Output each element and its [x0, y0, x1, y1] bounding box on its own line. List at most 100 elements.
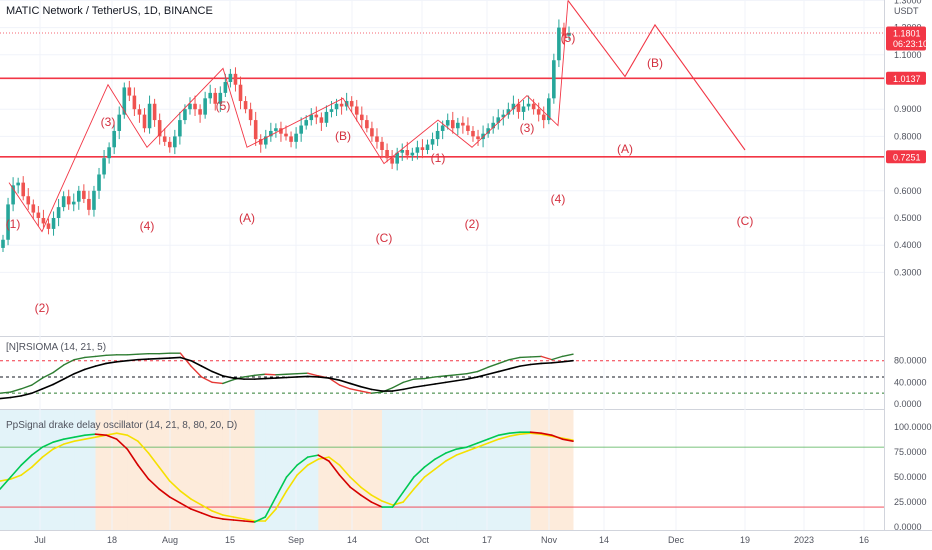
rsioma-fast-line	[222, 378, 235, 385]
oscillator-label[interactable]: PpSignal drake delay oscillator (14, 21,…	[6, 420, 238, 431]
osc-signal-line	[402, 488, 415, 503]
candle-body	[349, 101, 354, 107]
osc-main-line	[73, 434, 86, 438]
rsioma-signal-line	[264, 377, 277, 380]
rsioma-signal-line	[423, 383, 436, 387]
osc-signal-line	[179, 490, 192, 500]
osc-signal-line	[264, 508, 277, 522]
wave-label: (1)	[431, 151, 446, 165]
candle-body	[162, 136, 167, 142]
candle-body	[46, 223, 51, 229]
wave-label: (1)	[6, 217, 21, 231]
candle-body	[87, 198, 91, 210]
time-axis[interactable]: Jul 18 Aug 15 Sep 14 Oct 17 Nov 14 Dec 19 2023 16	[34, 535, 869, 545]
time-tick-label: Aug	[162, 535, 178, 545]
osc-signal-line	[285, 474, 298, 492]
bear-zone	[159, 410, 171, 530]
price-pane[interactable]: (1) (2) (3) (4) (5) (A) (B) (C) (1) (2) (3) (4) (5) (…	[0, 0, 884, 315]
osc-signal-line	[190, 498, 203, 506]
symbol-title[interactable]: MATIC Network / TetherUS, 1D, BINANCE	[6, 5, 213, 17]
candle-body	[233, 73, 238, 85]
osc-signal-line	[222, 514, 235, 518]
bear-zone	[562, 410, 574, 530]
candle-body	[213, 92, 218, 104]
candle-body	[506, 109, 511, 115]
osc-main-line	[359, 494, 373, 503]
rsioma-label[interactable]: [N]RSIOMA (14, 21, 5)	[6, 342, 107, 353]
candle-body	[415, 147, 420, 153]
candle-body	[112, 130, 116, 148]
bull-zone	[456, 410, 468, 530]
price-tag	[886, 71, 926, 85]
rsioma-pane[interactable]	[0, 352, 884, 400]
candle-body	[41, 218, 46, 224]
osc-main-line	[200, 512, 214, 518]
rsioma-signal-line	[9, 395, 23, 399]
candle-body	[263, 136, 268, 145]
rsioma-signal-line	[20, 392, 33, 397]
time-tick-label: 18	[107, 535, 117, 545]
bull-zone	[42, 410, 54, 530]
rsioma-signal-line	[211, 370, 224, 377]
wave-label: (B)	[335, 129, 351, 143]
candle-body	[531, 103, 536, 110]
rsioma-signal-line	[561, 359, 574, 363]
candle-body	[122, 87, 127, 115]
price-axis[interactable]: 1.40001.30001.20001.10000.90000.80000.60…	[886, 0, 932, 532]
osc-signal-line	[444, 454, 458, 462]
rsioma-signal-line	[115, 359, 129, 363]
rsioma-fast-line	[200, 376, 213, 384]
bull-zone	[382, 410, 394, 530]
candle-body	[435, 130, 440, 140]
osc-signal-line	[52, 443, 65, 450]
rsioma-fast-line	[243, 374, 256, 378]
rsioma-fast-line	[190, 365, 203, 378]
price-tag	[886, 150, 926, 164]
rsioma-fast-line	[62, 358, 75, 366]
oscillator-background-zones	[0, 410, 574, 530]
osc-main-line	[444, 448, 458, 454]
oscillator-pane[interactable]	[0, 431, 884, 523]
rsi-tick-label: 0.0000	[894, 399, 922, 409]
osc-signal-line	[137, 440, 150, 454]
candle-body	[486, 128, 490, 134]
rsioma-fast-line	[529, 355, 542, 358]
rsioma-fast-line	[105, 354, 118, 357]
bull-zone	[413, 410, 425, 530]
rsioma-signal-line	[94, 362, 107, 367]
rsioma-fast-line	[402, 378, 415, 384]
rsioma-fast-line	[275, 373, 288, 376]
rsioma-signal-line	[370, 388, 383, 392]
price-tag-label: 0.7251	[893, 152, 921, 162]
bull-zone	[519, 410, 532, 530]
osc-main-line	[243, 520, 256, 523]
osc-main-line	[391, 491, 405, 508]
osc-tick-label: 100.0000	[894, 422, 932, 432]
wave-label: (C)	[737, 214, 754, 228]
time-tick-label: 2023	[794, 535, 814, 545]
bull-zone	[63, 410, 75, 530]
rsioma-signal-line	[52, 378, 65, 386]
candle-body	[269, 130, 273, 137]
bull-zone	[435, 410, 447, 530]
candle-body	[223, 82, 228, 93]
wave-label: (2)	[35, 301, 50, 315]
bull-zone	[424, 410, 436, 530]
candle-body	[97, 174, 101, 191]
bear-zone	[318, 410, 330, 530]
osc-signal-line	[476, 442, 489, 448]
rsioma-fast-line	[211, 381, 224, 385]
osc-main-line	[137, 464, 150, 480]
rsioma-fast-line	[349, 388, 362, 392]
osc-main-line	[84, 433, 97, 436]
bull-zone	[275, 410, 287, 530]
candle-body	[253, 120, 258, 140]
candle-body	[445, 120, 450, 126]
candle-body	[385, 150, 389, 159]
rsioma-fast-line	[31, 377, 44, 386]
osc-main-line	[349, 486, 362, 496]
rsioma-signal-line	[275, 376, 288, 379]
bear-zone	[530, 410, 542, 530]
countdown-label: 06:23:10	[893, 39, 928, 49]
